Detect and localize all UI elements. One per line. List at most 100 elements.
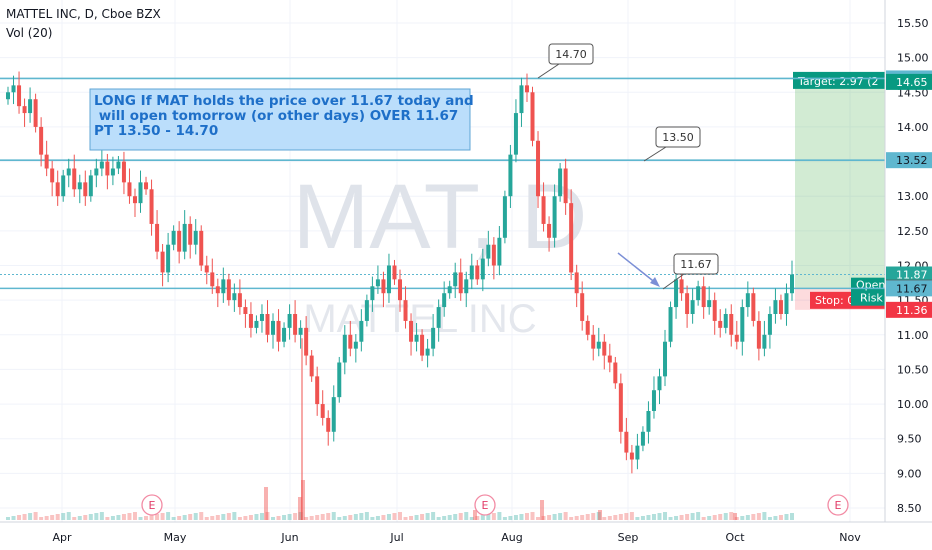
volume-bar [342, 516, 347, 520]
candle-body [265, 314, 270, 335]
volume-bar [790, 513, 794, 520]
candle-body [574, 272, 579, 294]
candle-body [132, 196, 137, 204]
volume-bar [519, 514, 524, 520]
volume-bar [265, 512, 270, 520]
time-axis[interactable]: Apr May Jun Jul Aug Sep Oct Nov [0, 521, 932, 544]
watermark-name: MATTEL INC [303, 297, 536, 341]
volume-bar [398, 512, 402, 520]
candle-body [409, 320, 414, 342]
volume-spike [473, 510, 477, 520]
volume-bar [50, 515, 55, 520]
candle-body [282, 327, 287, 342]
candle-body [585, 320, 590, 335]
volume-bar [624, 513, 629, 520]
candle-body [348, 334, 353, 349]
volume-bar [591, 513, 596, 520]
candle-body [293, 314, 298, 335]
volume-bar [447, 515, 452, 520]
callout-box [673, 253, 719, 275]
candle-body [315, 376, 320, 405]
trade-note[interactable]: LONG If MAT holds the price over 11.67 t… [89, 88, 474, 151]
candle-body [773, 300, 778, 314]
candle-body [563, 168, 568, 204]
volume-bar [326, 513, 331, 520]
price-tag-bg [886, 73, 932, 90]
candle-body [624, 431, 629, 453]
candle-body [110, 168, 115, 176]
volume-bar [287, 514, 292, 520]
candle-body [668, 307, 673, 342]
volume-bar [696, 512, 701, 520]
candle-body [226, 279, 231, 301]
candle-body [99, 161, 104, 169]
candle-body [431, 327, 436, 349]
open-label: Open [856, 279, 885, 292]
candle-body [657, 376, 662, 391]
volume-bar [574, 516, 579, 520]
volume-bar [94, 513, 99, 520]
volume-bar [66, 512, 71, 520]
volume-bar [607, 516, 612, 520]
price-callouts[interactable]: 14.70 13.50 11.67 [537, 43, 719, 290]
candle-body [674, 279, 679, 308]
candle-body [243, 307, 248, 314]
volume-bar [431, 512, 436, 520]
volume-bars [6, 480, 794, 520]
volume-bar [171, 517, 176, 520]
arrow-head [650, 277, 660, 287]
candle-body [663, 341, 668, 377]
candle-body [756, 320, 761, 349]
candle-body [602, 341, 607, 356]
volume-bar [618, 514, 623, 520]
candle-body [304, 327, 309, 356]
price-tag-bg [886, 301, 932, 318]
candle-body [94, 168, 99, 176]
volume-bar [690, 513, 695, 520]
volume-bar [254, 514, 259, 520]
volume-bar [221, 514, 226, 520]
volume-bar [784, 514, 789, 520]
candle-body [359, 320, 364, 342]
volume-bar [734, 517, 739, 520]
volume-bar [138, 517, 143, 520]
candle-body [237, 293, 242, 308]
volume-bar [679, 515, 684, 520]
earnings-marker [474, 494, 496, 516]
volume-spike [540, 500, 544, 520]
volume-spike [733, 513, 737, 520]
volume-bar [99, 512, 104, 520]
candle-body [204, 265, 209, 273]
trade-note-line-3: PT 13.50 - 14.70 [94, 123, 218, 139]
volume-bar [524, 513, 529, 520]
volume-bar [657, 513, 662, 520]
earnings-label: E [482, 499, 489, 512]
trade-note-box [89, 88, 471, 151]
candle-body [188, 223, 193, 245]
volume-bar [215, 515, 220, 520]
volume-bar [127, 513, 132, 520]
candle-body [453, 272, 458, 287]
candle-body [723, 314, 728, 328]
y-tick-label: 11.00 [897, 329, 929, 342]
price-tag-bg [886, 280, 932, 297]
candle-body [381, 279, 386, 294]
volume-bar [237, 517, 242, 520]
candle-body [740, 307, 745, 342]
y-tick-label: 10.00 [897, 398, 929, 411]
volume-bar [508, 516, 513, 520]
volume-bar [513, 515, 518, 520]
volume-bar [177, 516, 182, 520]
volume-bar [640, 516, 645, 520]
volume-bar [491, 513, 496, 520]
candle-body [210, 272, 215, 287]
candle-body [519, 85, 524, 114]
candle-body [287, 314, 292, 328]
horizontal-lines[interactable] [0, 77, 885, 290]
candle-body [469, 265, 474, 280]
volume-bar [718, 514, 723, 520]
candlesticks [6, 71, 794, 520]
